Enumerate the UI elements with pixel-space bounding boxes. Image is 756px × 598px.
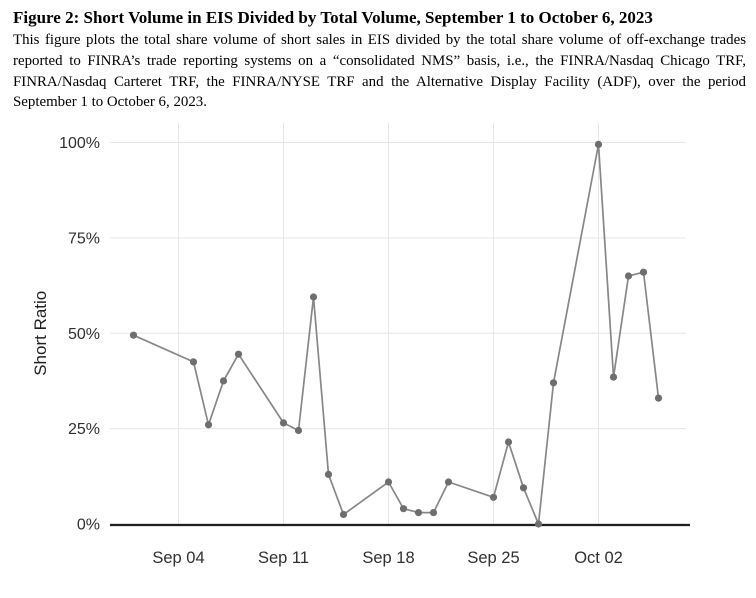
data-point — [309, 293, 318, 301]
data-point — [609, 373, 618, 381]
data-point — [279, 419, 288, 427]
data-point — [594, 140, 603, 148]
y-axis-title: Short Ratio — [31, 291, 50, 376]
data-point — [639, 268, 648, 276]
data-point — [129, 331, 138, 339]
figure-header: Figure 2: Short Volume in EIS Divided by… — [13, 8, 746, 113]
data-point — [624, 272, 633, 280]
y-tick-label: 50% — [68, 326, 100, 343]
grid-layer — [110, 123, 686, 525]
data-point — [189, 358, 198, 366]
data-point — [324, 470, 333, 478]
x-tick-label: Oct 02 — [574, 549, 623, 567]
x-tick-label: Sep 04 — [152, 549, 204, 567]
data-point — [429, 508, 438, 517]
data-point — [489, 493, 498, 501]
data-point — [654, 394, 663, 402]
figure-title: Figure 2: Short Volume in EIS Divided by… — [13, 8, 653, 27]
series-layer — [129, 140, 663, 528]
data-point — [219, 377, 228, 385]
data-point — [444, 478, 453, 486]
data-point — [384, 478, 393, 486]
x-tick-label: Sep 18 — [362, 549, 414, 567]
data-point — [399, 505, 408, 513]
label-layer: 0% 25% 50% 75% 100% Sep 04 Sep 11 Sep 18 Sep 25 O… — [31, 135, 623, 567]
x-tick-label: Sep 25 — [467, 549, 519, 567]
data-point — [294, 426, 303, 435]
data-point — [234, 350, 243, 358]
data-point — [504, 438, 513, 446]
y-tick-label: 0% — [77, 517, 100, 534]
y-tick-label: 25% — [68, 421, 100, 438]
y-tick-label: 75% — [68, 230, 100, 247]
y-tick-label: 100% — [59, 135, 100, 152]
data-point — [414, 508, 423, 517]
figure-description: This figure plots the total share volume… — [13, 32, 746, 111]
data-point — [339, 510, 348, 519]
data-point — [534, 520, 543, 528]
data-point — [204, 421, 213, 429]
data-point — [549, 379, 558, 387]
x-tick-label: Sep 11 — [258, 549, 309, 567]
series-line — [132, 143, 660, 525]
data-point — [519, 484, 528, 492]
